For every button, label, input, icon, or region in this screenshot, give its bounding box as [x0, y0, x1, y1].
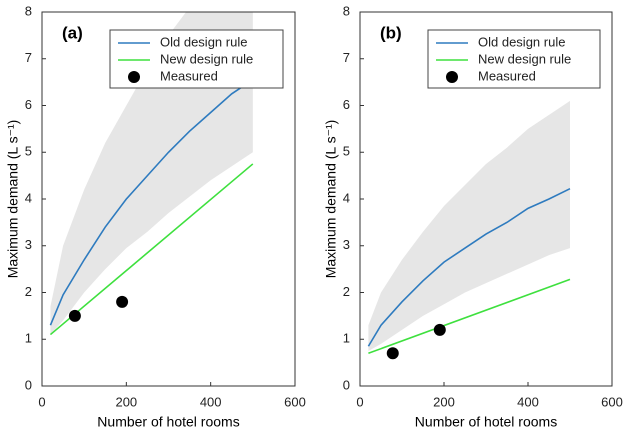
panel-label: (b): [380, 23, 402, 42]
measured-point: [116, 295, 129, 308]
chart-panel: 0 1 2 3 4 5 6 7 8 0 200 400 600 Number of hotel rooms…: [5, 3, 306, 430]
x-tick-label: 600: [601, 394, 623, 409]
series-line: [367, 187, 571, 347]
legend-label: Measured: [478, 68, 536, 83]
y-tick-label: 0: [25, 377, 32, 392]
x-tick-label: 0: [38, 394, 45, 409]
y-tick-label: 8: [343, 3, 350, 18]
legend-label: Old design rule: [160, 34, 247, 49]
legend-box: [427, 29, 601, 89]
legend-label: Old design rule: [478, 34, 565, 49]
x-tick-label: 400: [200, 394, 222, 409]
y-axis-label: Maximum demand (L s⁻¹): [323, 120, 339, 279]
y-tick-label: 2: [343, 284, 350, 299]
y-tick-label: 1: [343, 331, 350, 346]
y-tick-label: 8: [25, 3, 32, 18]
x-tick-label: 200: [115, 394, 137, 409]
y-tick-label: 6: [25, 97, 32, 112]
y-tick-label: 5: [25, 144, 32, 159]
panel-label: (a): [62, 23, 83, 42]
series-line: [49, 79, 254, 326]
plot-area: [367, 100, 571, 360]
x-axis-label: Number of hotel rooms: [97, 414, 239, 430]
y-tick-label: 4: [25, 190, 32, 205]
uncertainty-band: [368, 100, 570, 351]
series-line: [368, 278, 571, 355]
series-line: [49, 163, 254, 336]
y-tick-label: 5: [343, 144, 350, 159]
y-tick-label: 4: [343, 190, 350, 205]
legend-label: New design rule: [478, 51, 571, 66]
y-tick-label: 7: [343, 50, 350, 65]
x-tick-label: 200: [433, 394, 455, 409]
x-tick-label: 600: [284, 394, 306, 409]
y-tick-label: 6: [343, 97, 350, 112]
x-axis-label: Number of hotel rooms: [415, 414, 557, 430]
y-tick-label: 0: [343, 377, 350, 392]
legend-swatch: [446, 71, 458, 83]
y-tick-label: 7: [25, 50, 32, 65]
y-axis-label: Maximum demand (L s⁻¹): [5, 120, 21, 279]
legend-label: New design rule: [160, 51, 253, 66]
x-tick-label: 0: [356, 394, 363, 409]
measured-point: [68, 309, 81, 322]
x-tick-label: 400: [517, 394, 539, 409]
y-tick-label: 1: [25, 331, 32, 346]
legend-swatch: [128, 71, 140, 83]
y-tick-label: 3: [343, 237, 350, 252]
measured-point: [433, 323, 446, 336]
plot-area: [49, 12, 254, 336]
y-tick-label: 2: [25, 284, 32, 299]
measured-point: [386, 347, 399, 360]
uncertainty-band: [50, 12, 253, 335]
chart-panel: 0 1 2 3 4 5 6 7 8 0 200 400 600 Number of hotel rooms…: [323, 3, 623, 429]
y-tick-label: 3: [25, 237, 32, 252]
legend-label: Measured: [160, 68, 218, 83]
